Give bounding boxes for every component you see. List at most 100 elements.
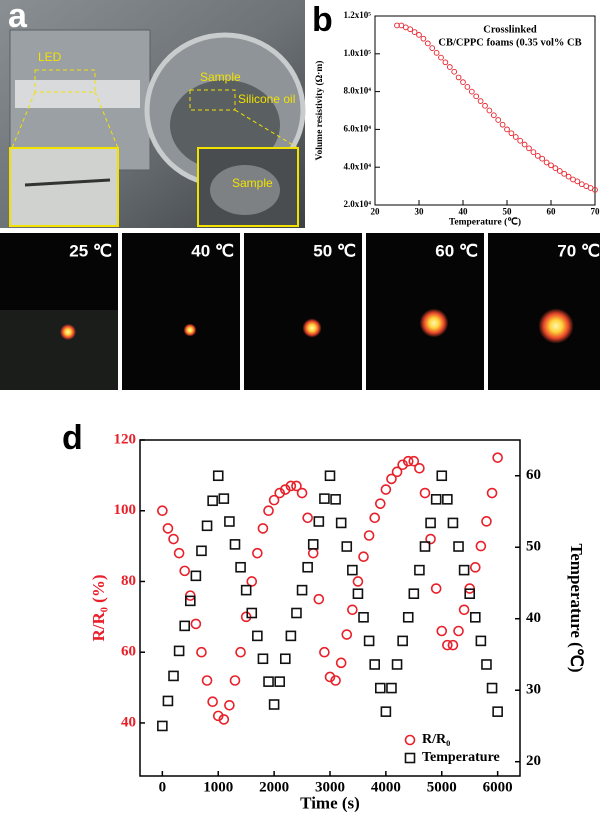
data-point <box>203 676 212 685</box>
data-point <box>478 99 483 104</box>
x-tick-label: 6000 <box>483 779 513 795</box>
data-point <box>175 549 184 558</box>
data-point <box>314 595 323 604</box>
sample-glow <box>420 309 449 338</box>
data-point <box>398 636 407 645</box>
x-axis-label: Time (s) <box>300 793 360 812</box>
panel-letter: b <box>312 1 333 39</box>
data-point <box>544 160 549 165</box>
data-point <box>471 563 480 572</box>
data-point <box>337 518 346 527</box>
temperature-label: 25 ℃ <box>69 241 112 260</box>
data-point <box>281 654 290 663</box>
data-point <box>208 697 217 706</box>
data-point <box>376 499 385 508</box>
data-point <box>387 684 396 693</box>
y-tick-label: 1.2x10⁵ <box>344 10 372 20</box>
data-point <box>430 46 435 51</box>
y-tick-label: 60 <box>121 644 136 660</box>
sample-glow <box>60 324 76 340</box>
photo-label: Sample <box>232 176 273 190</box>
legend-label: Temperature <box>422 750 500 765</box>
x-axis-label: Temperature (℃) <box>449 216 521 227</box>
data-point <box>337 658 346 667</box>
data-point <box>439 55 444 60</box>
sample-glow <box>538 308 573 343</box>
data-point <box>540 156 545 161</box>
data-point <box>303 563 312 572</box>
data-point <box>309 549 318 558</box>
data-point <box>426 518 435 527</box>
data-point <box>493 707 502 716</box>
data-point <box>348 566 357 575</box>
data-point <box>432 584 441 593</box>
data-point <box>270 700 279 709</box>
sample-glow <box>302 318 321 337</box>
data-point <box>482 660 491 669</box>
y2-tick-label: 40 <box>526 610 541 626</box>
data-point <box>365 531 374 540</box>
y-tick-label: 1.0x10⁵ <box>344 48 372 58</box>
data-point <box>342 542 351 551</box>
y-axis-label: R/R₀ (%) <box>89 575 108 642</box>
data-point <box>448 641 457 650</box>
data-point <box>471 613 480 622</box>
data-point <box>448 518 457 527</box>
y-tick-label: 40 <box>121 714 136 730</box>
data-point <box>454 542 463 551</box>
x-tick-label: 20 <box>371 206 381 216</box>
data-point <box>454 626 463 635</box>
data-point <box>158 506 167 515</box>
data-point <box>197 546 206 555</box>
data-point <box>415 566 424 575</box>
data-point <box>482 517 491 526</box>
data-point <box>417 33 422 38</box>
data-point <box>191 571 200 580</box>
y-tick-label: 8.0x10⁴ <box>344 86 372 96</box>
data-point <box>562 171 567 176</box>
data-point <box>247 577 256 586</box>
annotation: Crosslinked <box>483 24 537 35</box>
data-point <box>180 621 189 630</box>
data-point <box>169 671 178 680</box>
data-point <box>408 27 413 32</box>
data-point <box>437 471 446 480</box>
photo-label: LED <box>38 50 62 64</box>
data-point <box>500 122 505 127</box>
data-point <box>461 80 466 85</box>
panel-letter: a <box>8 0 28 35</box>
data-point <box>452 69 457 74</box>
data-point <box>320 648 329 657</box>
temperature-label: 70 ℃ <box>557 241 600 260</box>
x-tick-label: 30 <box>415 206 425 216</box>
data-point <box>298 489 307 498</box>
data-point <box>460 566 469 575</box>
data-point <box>483 103 488 108</box>
data-point <box>443 495 452 504</box>
data-point <box>393 660 402 669</box>
data-point <box>381 485 390 494</box>
data-point <box>447 65 452 70</box>
data-point <box>557 169 562 174</box>
legend-marker <box>406 754 415 763</box>
data-point <box>236 563 245 572</box>
data-point <box>353 589 362 598</box>
data-point <box>456 75 461 80</box>
x-tick-label: 5000 <box>427 779 457 795</box>
x-tick-label: 0 <box>159 779 167 795</box>
data-point <box>320 494 329 503</box>
data-point <box>231 676 240 685</box>
data-point <box>465 84 470 89</box>
data-point <box>253 549 262 558</box>
data-point <box>231 540 240 549</box>
data-point <box>331 495 340 504</box>
data-point <box>476 542 485 551</box>
x-tick-label: 4000 <box>371 779 401 795</box>
data-point <box>474 94 479 99</box>
data-point <box>253 631 262 640</box>
data-point <box>409 589 418 598</box>
legend-label: R/R₀ <box>422 732 450 747</box>
data-point <box>225 701 234 710</box>
data-point <box>469 89 474 94</box>
y-tick-label: 120 <box>114 431 137 447</box>
